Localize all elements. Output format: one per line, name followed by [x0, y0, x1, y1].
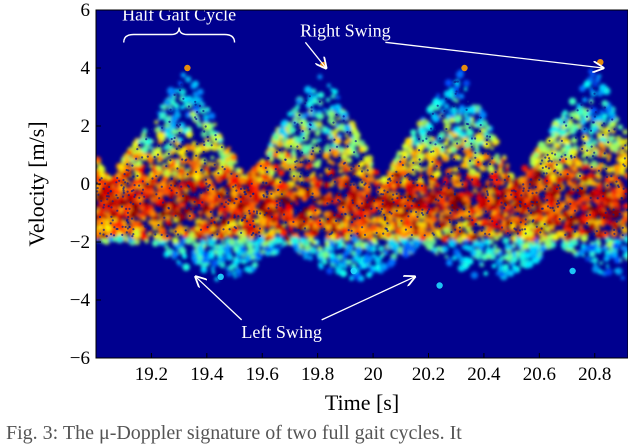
y-tick-label: −4	[70, 290, 91, 311]
x-tick-label: 19.4	[190, 364, 224, 385]
spectrogram-figure: Half Gait Cycle Right Swing Left Swing 19.…	[24, 0, 628, 415]
heatmap-layer	[96, 59, 628, 289]
right-swing-peak	[597, 59, 604, 66]
y-axis: −6 −4 −2 0 2 4 6	[70, 0, 101, 369]
left-swing-label: Left Swing	[241, 322, 322, 342]
half-gait-bracket	[123, 27, 236, 43]
x-axis-title: Time [s]	[325, 390, 399, 415]
x-tick-label: 20	[364, 364, 383, 385]
figure-caption: Fig. 3: The μ-Doppler signature of two f…	[6, 422, 462, 444]
y-tick-label: 6	[81, 0, 91, 21]
y-tick-label: −6	[70, 348, 90, 369]
x-tick-label: 19.6	[246, 364, 279, 385]
x-tick-label: 20.2	[412, 364, 445, 385]
right-swing-label: Right Swing	[300, 20, 391, 40]
left-swing-peak	[569, 267, 576, 275]
right-swing-peak	[461, 64, 468, 72]
annotation-layer: Half Gait Cycle Right Swing Left Swing	[122, 5, 603, 342]
y-tick-label: 2	[81, 116, 91, 137]
left-swing-arrow	[196, 277, 243, 321]
left-swing-peak	[350, 267, 357, 275]
y-tick-label: 4	[81, 58, 91, 79]
left-swing-peak	[217, 273, 224, 280]
x-tick-label: 20.8	[578, 364, 611, 385]
y-tick-label: 0	[81, 174, 91, 195]
x-tick-label: 20.4	[467, 364, 501, 385]
left-swing-arrow	[321, 277, 415, 321]
y-axis-title: Velocity [m/s]	[24, 121, 49, 246]
right-swing-arrow	[385, 41, 603, 68]
right-swing-peak	[184, 64, 191, 72]
x-axis: 19.2 19.4 19.6 19.8 20 20.2 20.4 20.6 20.8	[135, 353, 611, 385]
x-tick-label: 19.2	[135, 364, 168, 385]
y-tick-label: −2	[70, 232, 90, 253]
x-tick-label: 19.8	[301, 364, 334, 385]
half-gait-cycle-label: Half Gait Cycle	[122, 5, 236, 25]
right-swing-arrow	[304, 41, 326, 68]
x-tick-label: 20.6	[523, 364, 556, 385]
left-swing-peak	[436, 282, 443, 289]
